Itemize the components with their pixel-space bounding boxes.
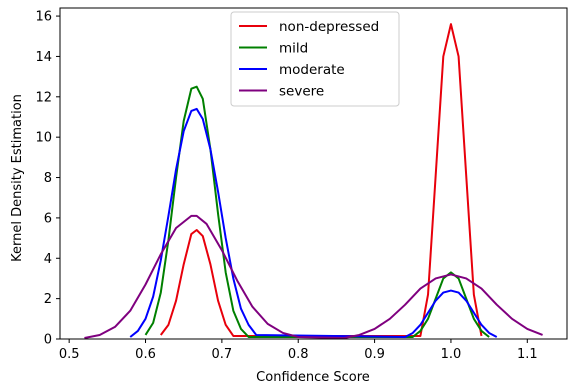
y-tick-label: 0 — [44, 333, 52, 348]
x-tick-label: 0.8 — [288, 347, 309, 362]
legend-label: non-depressed — [279, 19, 379, 35]
legend-box — [230, 11, 400, 107]
y-tick-label: 6 — [44, 211, 52, 226]
x-tick-label: 0.9 — [364, 347, 385, 362]
axes-frame — [59, 7, 568, 340]
y-axis-label: Kernel Density Estimation — [10, 94, 25, 262]
y-tick-label: 14 — [35, 50, 52, 65]
x-tick-label: 0.5 — [59, 347, 80, 362]
x-axis-label: Confidence Score — [256, 370, 370, 385]
x-tick-label: 0.7 — [212, 347, 233, 362]
legend-label: mild — [279, 41, 308, 57]
legend-label: severe — [279, 84, 324, 100]
x-tick-label: 0.6 — [135, 347, 156, 362]
series-line-non-depressed — [159, 23, 483, 337]
y-tick-label: 10 — [35, 131, 52, 146]
y-tick-label: 16 — [35, 10, 52, 25]
series-line-moderate — [129, 107, 498, 338]
y-tick-label: 8 — [44, 171, 52, 186]
legend-label: moderate — [279, 62, 345, 78]
y-tick-label: 2 — [44, 292, 52, 307]
y-tick-label: 4 — [44, 252, 52, 267]
series-line-severe — [84, 214, 543, 339]
y-tick-label: 12 — [35, 90, 52, 105]
plot-area: 0.5 0.6 0.7 0.8 0.9 1.0 1.1 0 2 4 6 8 10 12 14 16 non-de… — [35, 7, 568, 362]
x-tick-label: 1.1 — [517, 347, 538, 362]
x-tick-label: 1.0 — [441, 347, 462, 362]
